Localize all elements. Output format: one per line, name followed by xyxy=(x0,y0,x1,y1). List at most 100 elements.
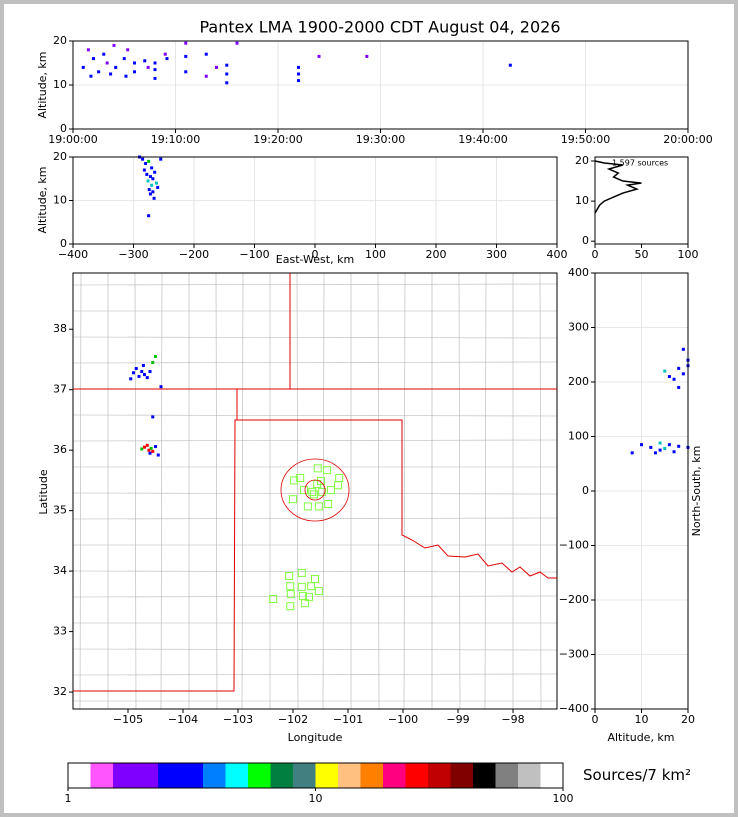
x-tick-label: −103 xyxy=(223,713,253,726)
y-tick-label: −400 xyxy=(559,702,589,715)
colorbar-swatch xyxy=(540,763,564,788)
station xyxy=(286,590,295,599)
county-line xyxy=(72,595,558,598)
x-tick-label: −100 xyxy=(388,713,418,726)
source-point xyxy=(92,57,95,61)
county-line xyxy=(72,283,558,286)
source-point xyxy=(672,450,676,454)
source-point xyxy=(143,373,146,377)
x-tick-label: −300 xyxy=(118,248,148,261)
county-line xyxy=(458,272,461,710)
station xyxy=(303,502,312,511)
station xyxy=(323,466,332,475)
y-tick-label: 20 xyxy=(575,154,589,167)
county-line xyxy=(72,673,558,676)
source-point xyxy=(215,65,218,69)
station xyxy=(326,486,335,495)
y-tick-label: 300 xyxy=(568,321,589,334)
station xyxy=(314,502,323,511)
annotation: 1,597 sources xyxy=(612,159,668,168)
x-tick-label: 19:30:00 xyxy=(356,133,405,146)
plot-frame xyxy=(72,156,558,245)
x-tick-label: 100 xyxy=(365,248,386,261)
y-tick-label: −100 xyxy=(559,539,589,552)
station xyxy=(313,464,322,473)
source-point xyxy=(667,375,671,379)
county-line xyxy=(72,648,558,651)
y-tick-label: 32 xyxy=(53,685,67,698)
y-tick-label: 20 xyxy=(53,150,67,163)
station xyxy=(301,599,310,608)
source-point xyxy=(150,183,154,187)
source-point xyxy=(677,444,681,448)
colorbar-swatch xyxy=(338,763,361,788)
colorbar-swatch xyxy=(135,763,159,788)
county-line xyxy=(322,272,325,710)
colorbar-swatch xyxy=(405,763,429,788)
y-tick-label: 36 xyxy=(53,443,67,456)
source-point xyxy=(225,81,229,85)
y-tick-label: 400 xyxy=(568,266,589,279)
x-tick-label: −105 xyxy=(113,713,143,726)
source-point xyxy=(508,63,512,67)
x-tick-label: 400 xyxy=(547,248,568,261)
source-point xyxy=(124,74,128,78)
source-point xyxy=(134,367,138,371)
border xyxy=(235,419,557,579)
y-tick-label: 0 xyxy=(60,122,67,135)
county-line xyxy=(160,272,163,710)
source-point xyxy=(147,159,151,163)
source-point xyxy=(154,445,157,449)
county-line xyxy=(484,272,487,710)
y-axis-label: Latitude xyxy=(37,469,50,515)
source-point xyxy=(148,175,152,179)
source-point xyxy=(151,177,155,181)
source-point xyxy=(147,188,151,192)
altitude-profile xyxy=(594,160,642,214)
source-point xyxy=(147,448,151,452)
source-point xyxy=(109,72,113,76)
source-point xyxy=(154,181,158,185)
source-point xyxy=(142,168,146,172)
colorbar-swatch xyxy=(518,763,541,788)
chart-title: Pantex LMA 1900-2000 CDT August 04, 2026 xyxy=(200,18,561,37)
plot-frame xyxy=(72,272,558,710)
county-line xyxy=(72,336,558,339)
y-tick-label: 10 xyxy=(53,78,67,91)
y-tick-label: −300 xyxy=(559,648,589,661)
y-tick-label: 0 xyxy=(60,237,67,250)
x-tick-label: 20:00:00 xyxy=(663,133,712,146)
source-point xyxy=(145,376,149,380)
station xyxy=(308,487,317,496)
source-point xyxy=(653,451,657,455)
y-tick-label: 37 xyxy=(53,383,67,396)
source-point xyxy=(156,185,160,189)
source-point xyxy=(81,65,85,69)
colorbar-swatch xyxy=(383,763,406,788)
y-axis-label: Altitude, km xyxy=(36,166,49,233)
source-point xyxy=(153,61,157,65)
source-point xyxy=(204,52,208,56)
source-point xyxy=(129,377,133,381)
source-point xyxy=(140,370,144,374)
source-point xyxy=(150,166,154,170)
source-point xyxy=(133,61,136,65)
source-point xyxy=(235,41,239,45)
source-point xyxy=(681,347,685,351)
source-point xyxy=(677,385,681,389)
x-tick-label: 19:20:00 xyxy=(253,133,302,146)
source-point xyxy=(658,441,662,445)
station xyxy=(307,582,316,591)
colorbar-swatch xyxy=(158,763,181,788)
x-tick-label: −104 xyxy=(168,713,198,726)
plot-frame xyxy=(594,156,689,245)
colorbar-swatch xyxy=(495,763,519,788)
source-point xyxy=(630,451,634,455)
state-borders xyxy=(73,273,557,692)
source-point xyxy=(122,57,126,61)
station xyxy=(297,568,306,577)
source-point xyxy=(143,59,147,63)
